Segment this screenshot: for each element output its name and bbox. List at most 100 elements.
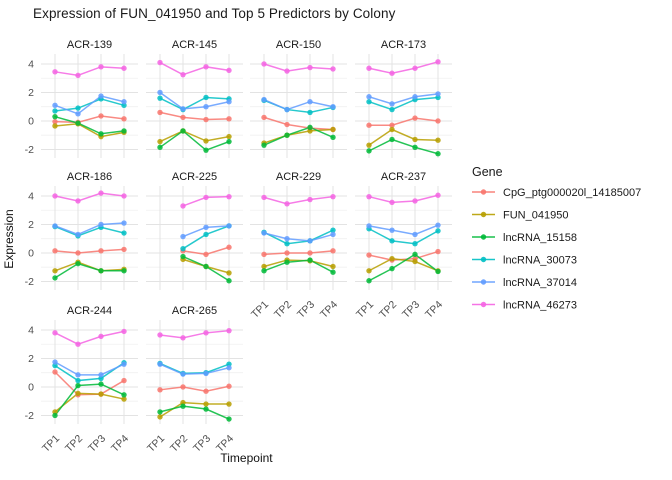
data-point-lncRNA_15158 <box>180 403 186 409</box>
data-point-lncRNA_15158 <box>203 147 209 153</box>
data-point-lncRNA_15158 <box>52 275 58 281</box>
legend-label: FUN_041950 <box>503 210 568 222</box>
y-tick-label: 2 <box>28 87 34 99</box>
facet-title: ACR-225 <box>172 171 217 183</box>
series-line-lncRNA_30073 <box>368 227 439 245</box>
data-point-lncRNA_30073 <box>75 377 81 384</box>
data-point-lncRNA_37014 <box>366 94 372 100</box>
data-point-lncRNA_46273 <box>121 328 127 335</box>
data-point-CpG_ptg000020l_14185007 <box>330 248 336 254</box>
facet-title: ACR-265 <box>172 305 217 317</box>
series-line-FUN_041950 <box>368 257 439 272</box>
data-point-FUN_041950 <box>121 396 127 402</box>
data-point-FUN_041950 <box>330 263 336 270</box>
x-tick-label: TP2 <box>272 299 294 321</box>
data-point-lncRNA_37014 <box>307 238 313 244</box>
data-point-lncRNA_37014 <box>261 96 267 103</box>
data-point-lncRNA_15158 <box>307 257 313 263</box>
data-point-lncRNA_37014 <box>157 361 163 367</box>
data-point-lncRNA_15158 <box>389 136 395 143</box>
data-point-lncRNA_15158 <box>307 124 313 131</box>
legend-key-point <box>480 256 487 263</box>
series-line-lncRNA_46273 <box>368 61 439 75</box>
data-point-CpG_ptg000020l_14185007 <box>435 248 441 255</box>
data-point-lncRNA_15158 <box>75 120 81 126</box>
data-point-CpG_ptg000020l_14185007 <box>226 116 232 122</box>
y-tick-label: 2 <box>28 219 34 231</box>
data-point-CpG_ptg000020l_14185007 <box>157 387 163 393</box>
data-point-lncRNA_30073 <box>435 228 441 234</box>
data-point-CpG_ptg000020l_14185007 <box>98 248 104 254</box>
legend-key-point <box>480 279 487 285</box>
data-point-FUN_041950 <box>157 414 163 420</box>
series-line-lncRNA_37014 <box>263 232 334 242</box>
series-line-lncRNA_37014 <box>54 361 125 376</box>
data-point-lncRNA_37014 <box>330 231 336 238</box>
data-point-lncRNA_46273 <box>366 65 372 71</box>
data-point-lncRNA_46273 <box>121 193 127 199</box>
data-point-lncRNA_15158 <box>226 278 232 284</box>
data-point-lncRNA_30073 <box>75 105 81 111</box>
facet-title: ACR-139 <box>67 39 112 51</box>
data-point-lncRNA_30073 <box>389 106 395 113</box>
data-point-lncRNA_37014 <box>52 223 58 229</box>
y-tick-label: 4 <box>28 190 34 202</box>
data-point-lncRNA_46273 <box>389 70 395 76</box>
data-point-FUN_041950 <box>157 138 163 145</box>
data-point-lncRNA_30073 <box>203 231 209 238</box>
data-point-FUN_041950 <box>226 401 232 407</box>
series-line-lncRNA_30073 <box>159 96 230 111</box>
data-point-lncRNA_46273 <box>435 59 441 65</box>
x-tick-label: TP3 <box>295 299 317 321</box>
data-point-lncRNA_46273 <box>389 199 395 206</box>
data-point-lncRNA_46273 <box>52 69 58 75</box>
data-point-lncRNA_15158 <box>389 265 395 272</box>
data-point-lncRNA_15158 <box>180 253 186 260</box>
data-point-lncRNA_15158 <box>284 259 290 265</box>
data-point-lncRNA_46273 <box>75 72 81 79</box>
data-point-lncRNA_37014 <box>366 223 372 229</box>
data-point-lncRNA_15158 <box>284 132 290 138</box>
series-line-lncRNA_15158 <box>54 383 125 417</box>
data-point-lncRNA_37014 <box>121 220 127 226</box>
data-point-FUN_041950 <box>261 263 267 270</box>
data-point-lncRNA_46273 <box>330 66 336 72</box>
data-point-lncRNA_30073 <box>366 99 372 105</box>
series-line-lncRNA_37014 <box>54 95 125 115</box>
data-point-lncRNA_46273 <box>180 203 186 209</box>
data-point-CpG_ptg000020l_14185007 <box>98 113 104 119</box>
data-point-lncRNA_15158 <box>366 148 372 154</box>
series-line-lncRNA_37014 <box>54 222 125 236</box>
data-point-lncRNA_15158 <box>330 269 336 275</box>
data-point-FUN_041950 <box>98 391 104 397</box>
data-point-FUN_041950 <box>52 268 58 274</box>
legend-key-point <box>480 189 487 195</box>
data-point-lncRNA_37014 <box>180 371 186 377</box>
data-point-lncRNA_37014 <box>412 231 418 238</box>
data-point-lncRNA_46273 <box>435 192 441 198</box>
series-line-CpG_ptg000020l_14185007 <box>263 250 334 256</box>
data-point-lncRNA_30073 <box>330 227 336 233</box>
facet-title: ACR-229 <box>276 171 321 183</box>
data-point-lncRNA_15158 <box>52 113 58 120</box>
data-point-lncRNA_30073 <box>121 230 127 236</box>
data-point-lncRNA_46273 <box>307 64 313 71</box>
data-point-FUN_041950 <box>75 390 81 397</box>
data-point-lncRNA_37014 <box>284 106 290 113</box>
data-point-CpG_ptg000020l_14185007 <box>307 250 313 256</box>
data-point-FUN_041950 <box>366 142 372 148</box>
data-point-lncRNA_37014 <box>157 89 163 96</box>
data-point-FUN_041950 <box>52 123 58 129</box>
data-point-lncRNA_37014 <box>75 372 81 378</box>
facet-title: ACR-244 <box>67 305 112 317</box>
data-point-CpG_ptg000020l_14185007 <box>121 116 127 122</box>
series-line-CpG_ptg000020l_14185007 <box>159 385 230 392</box>
data-point-lncRNA_37014 <box>412 94 418 100</box>
data-point-lncRNA_37014 <box>180 233 186 240</box>
data-point-lncRNA_15158 <box>261 268 267 274</box>
data-point-lncRNA_46273 <box>284 201 290 207</box>
data-point-CpG_ptg000020l_14185007 <box>284 121 290 128</box>
data-point-FUN_041950 <box>330 126 336 133</box>
data-point-lncRNA_37014 <box>284 236 290 242</box>
